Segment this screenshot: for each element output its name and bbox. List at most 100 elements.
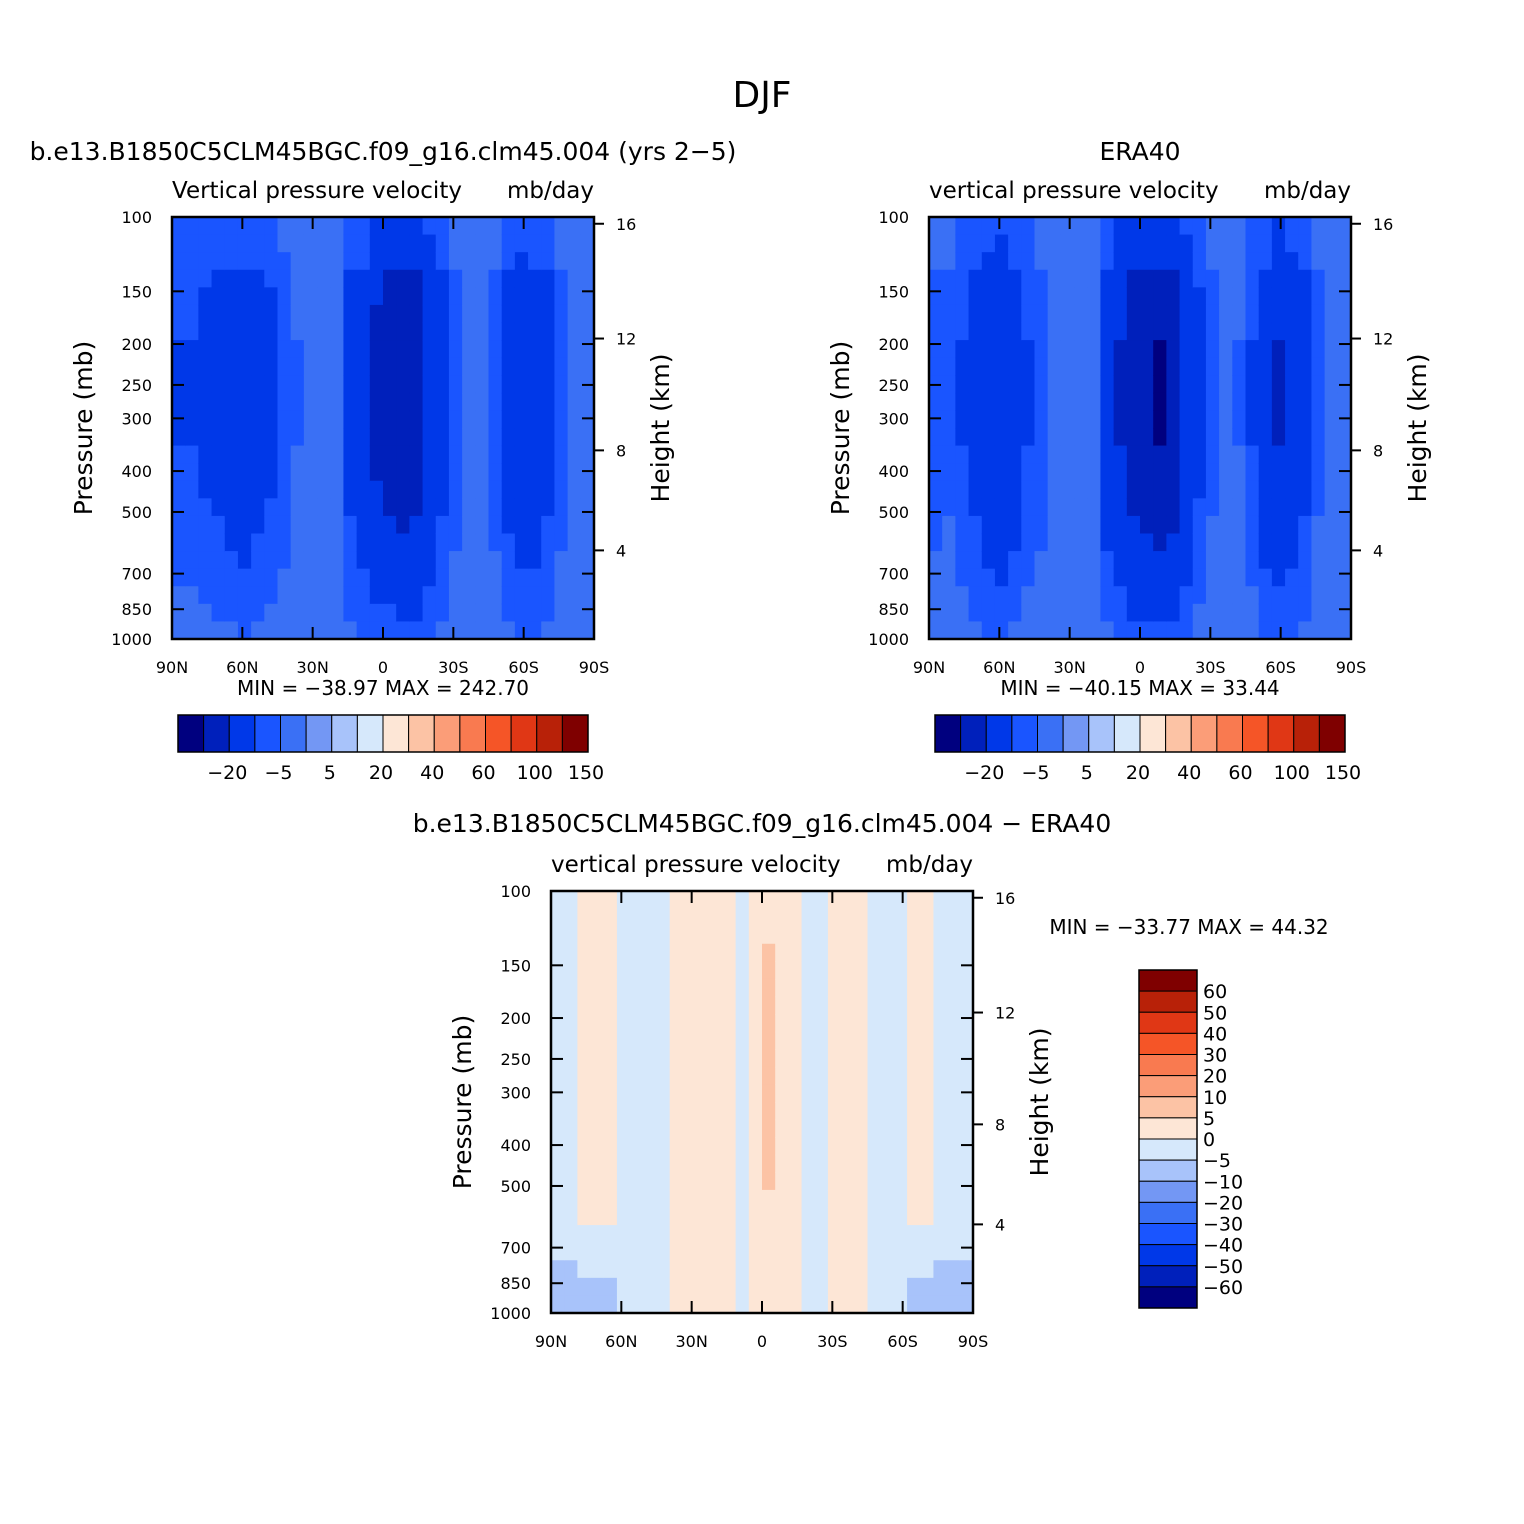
heat-cell (722, 908, 737, 927)
heat-cell (788, 1172, 803, 1191)
heat-cell (814, 1102, 829, 1121)
colorbar-label: 5 (1203, 1108, 1215, 1130)
heat-cell (1113, 322, 1128, 341)
heat-cell (827, 1014, 842, 1033)
heat-cell (1285, 304, 1299, 324)
heat-cell (303, 533, 318, 552)
heat-cell (422, 586, 437, 605)
heat-cell (867, 978, 882, 998)
heat-cell (696, 1049, 710, 1068)
heat-cell (929, 515, 943, 535)
heat-cell (264, 551, 279, 570)
heat-cell (722, 926, 737, 945)
heat-cell (630, 1172, 644, 1191)
colorbar-label: 5 (324, 762, 336, 784)
x-tick-label: 60S (887, 1332, 918, 1351)
heat-cell (1126, 234, 1141, 253)
heat-cell (616, 1295, 631, 1314)
heat-cell (748, 908, 763, 927)
heat-cell (854, 891, 869, 910)
heat-cell (630, 891, 644, 910)
heat-cell (656, 1014, 671, 1033)
heat-cell (1126, 621, 1141, 640)
heat-cell (172, 568, 186, 587)
heat-cell (968, 217, 983, 236)
heat-cell (907, 1172, 921, 1191)
heat-cell (514, 322, 529, 341)
heat-cell (616, 1189, 631, 1209)
heat-cell (1087, 568, 1102, 587)
heat-cell (682, 1102, 697, 1121)
heat-cell (722, 1207, 737, 1226)
heat-cell (616, 891, 631, 910)
heat-cell (317, 392, 331, 412)
heat-cell (343, 410, 358, 429)
heat-cell (303, 568, 318, 587)
heat-cell (567, 357, 582, 376)
heat-cell (955, 269, 970, 288)
heat-cell (554, 375, 569, 394)
heat-cell (656, 1207, 671, 1226)
heat-cell (435, 428, 450, 447)
heat-cell (303, 445, 318, 464)
heat-cell (630, 1102, 644, 1121)
x-tick-label: 30N (676, 1332, 708, 1351)
heat-cell (854, 1172, 869, 1191)
heat-cell (237, 515, 252, 535)
heat-cell (409, 568, 424, 587)
heat-cell (1166, 498, 1181, 517)
heat-cell (1113, 515, 1128, 535)
heat-cell (528, 568, 542, 587)
x-tick-label: 0 (757, 1332, 767, 1351)
heat-cell (564, 1172, 578, 1191)
heat-cell (567, 340, 582, 359)
heat-cell (616, 1242, 631, 1261)
y-tick-label: 100 (121, 208, 152, 227)
heat-cell (762, 961, 776, 980)
y-tick-label: 300 (878, 409, 909, 428)
heat-cell (696, 1102, 710, 1121)
heat-cell (1060, 463, 1075, 482)
heat-cell (735, 1207, 750, 1226)
heat-cell (343, 463, 358, 482)
heat-cell (880, 926, 895, 945)
heat-cell (1205, 357, 1220, 376)
heat-cell (920, 908, 935, 927)
heat-cell (448, 410, 463, 429)
heat-cell (1205, 340, 1220, 359)
heat-cell (1285, 217, 1299, 236)
heat-cell (656, 1225, 671, 1244)
heat-cell (475, 603, 490, 623)
heat-cell (1113, 621, 1128, 640)
heat-cell (383, 252, 397, 271)
heat-cell (224, 269, 239, 288)
heat-cell (237, 445, 252, 464)
heat-cell (185, 340, 199, 359)
heat-cell (929, 445, 943, 464)
heat-cell (616, 1119, 631, 1138)
heat-cell (959, 1277, 974, 1297)
heat-cell (994, 217, 1009, 236)
heat-cell (788, 1225, 803, 1244)
heat-cell (1047, 568, 1062, 587)
heat-cell (383, 304, 397, 324)
heat-cell (567, 428, 582, 447)
heat-cell (1179, 603, 1194, 623)
heat-cell (630, 996, 644, 1015)
heat-cell (709, 1031, 724, 1050)
heat-cell (564, 1049, 578, 1068)
heat-cell (893, 996, 908, 1015)
heat-cell (946, 926, 961, 945)
heat-cell (929, 480, 943, 499)
heat-cell (656, 926, 671, 945)
heat-cell (1060, 304, 1075, 324)
heat-cell (251, 498, 265, 517)
colorbar-swatch (1138, 1180, 1198, 1203)
heat-cell (955, 515, 970, 535)
heat-cell (1298, 621, 1313, 640)
x-tick-label: 30S (438, 658, 469, 677)
heat-cell (422, 445, 437, 464)
heat-cell (775, 1014, 789, 1033)
heat-cell (475, 480, 490, 499)
